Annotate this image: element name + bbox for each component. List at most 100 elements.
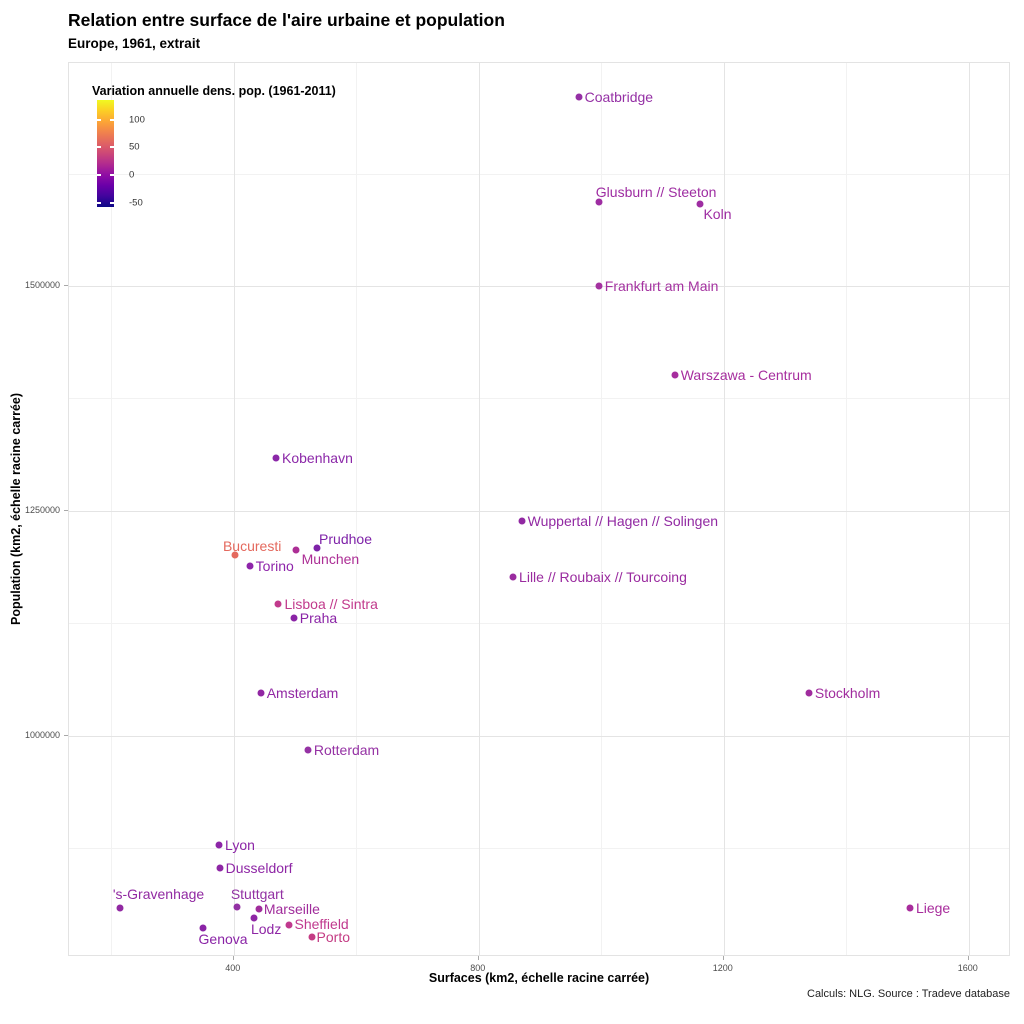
point-label-koln: Koln xyxy=(703,206,732,223)
data-point-liege xyxy=(906,904,914,912)
point-label-genova: Genova xyxy=(198,931,248,948)
point-label-porto: Porto xyxy=(316,929,350,946)
point-label-glusburn-steeton: Glusburn // Steeton xyxy=(595,184,717,201)
point-label-rotterdam: Rotterdam xyxy=(313,742,380,759)
data-point-sheffield xyxy=(285,921,293,929)
gridline-minor-h xyxy=(69,848,1009,850)
x-tick-mark xyxy=(722,956,724,960)
plot-panel: Coatbridge Glusburn // Steeton Koln Frankfu… xyxy=(68,62,1010,956)
data-point-kobenhavn xyxy=(272,454,280,462)
data-point-wuppertal-hagen-solingen xyxy=(518,517,526,525)
data-point-lodz xyxy=(250,914,258,922)
x-tick-mark xyxy=(477,956,479,960)
legend-tick-label: -50 xyxy=(129,197,143,209)
data-point-lille-roubaix-tourcoing xyxy=(509,573,517,581)
legend-tick-dash xyxy=(110,202,114,205)
point-label-wuppertal-hagen-solingen: Wuppertal // Hagen // Solingen xyxy=(527,512,719,529)
x-tick-mark xyxy=(232,956,234,960)
point-label-warszawa-centrum: Warszawa - Centrum xyxy=(680,367,812,384)
point-label-lyon: Lyon xyxy=(225,837,255,854)
y-tick-label: 1000000 xyxy=(24,729,60,740)
legend-tick-label: 0 xyxy=(129,169,135,181)
point-label-praha: Praha xyxy=(299,609,338,626)
data-point-munchen xyxy=(292,546,300,554)
data-point-glusburn-steeton xyxy=(595,198,603,206)
data-point-warszawa-centrum xyxy=(671,371,679,379)
y-tick-mark xyxy=(64,734,68,736)
data-point-prudhoe xyxy=(313,544,321,552)
y-tick-mark xyxy=(64,509,68,511)
data-point-praha xyxy=(290,614,298,622)
point-label-lisboa-sintra: Lisboa // Sintra xyxy=(284,595,378,612)
x-tick-label: 1600 xyxy=(957,963,978,973)
gridline-major-v xyxy=(233,63,235,955)
gridline-minor-v xyxy=(356,63,358,955)
gridline-major-h xyxy=(69,510,1009,512)
data-point-rotterdam xyxy=(304,746,312,754)
point-label-stuttgart: Stuttgart xyxy=(230,885,284,902)
data-point-amsterdam xyxy=(257,689,265,697)
data-point-lisboa-sintra xyxy=(274,600,282,608)
chart-subtitle: Europe, 1961, extrait xyxy=(68,36,201,51)
legend-tick-dash xyxy=(97,174,101,177)
gridline-minor-h xyxy=(69,623,1009,625)
gridline-major-h xyxy=(69,735,1009,737)
legend-title: Variation annuelle dens. pop. (1961-2011… xyxy=(92,84,336,98)
point-label-kobenhavn: Kobenhavn xyxy=(282,449,353,466)
y-tick-mark xyxy=(64,285,68,287)
x-tick-label: 800 xyxy=(470,963,486,973)
point-label-munchen: Munchen xyxy=(301,550,360,567)
data-point-koln xyxy=(696,200,704,208)
chart-title: Relation entre surface de l'aire urbaine… xyxy=(68,10,505,30)
gridline-major-v xyxy=(478,63,480,955)
point-label-frankfurt-am-main: Frankfurt am Main xyxy=(604,278,719,295)
legend-tick-dash xyxy=(110,118,114,121)
gridline-minor-v xyxy=(111,63,113,955)
y-tick-label: 1500000 xyxy=(24,280,60,291)
point-label-amsterdam: Amsterdam xyxy=(266,685,339,702)
data-point-porto xyxy=(308,933,316,941)
gridline-minor-v xyxy=(601,63,603,955)
data-point-stockholm xyxy=(805,689,813,697)
legend-tick-dash xyxy=(97,118,101,121)
point-label-dusseldorf: Dusseldorf xyxy=(225,859,293,876)
point-label-marseille: Marseille xyxy=(263,901,320,918)
point-label-bucuresti: Bucuresti xyxy=(222,537,282,554)
y-tick-label: 1250000 xyxy=(24,504,60,515)
point-label-liege: Liege xyxy=(915,899,951,916)
y-axis-title: Population (km2, échelle racine carrée) xyxy=(9,392,23,626)
gridline-major-h xyxy=(69,286,1009,288)
gridline-minor-h xyxy=(69,398,1009,400)
x-axis-title: Surfaces (km2, échelle racine carrée) xyxy=(428,971,650,985)
x-tick-label: 400 xyxy=(225,963,241,973)
point-label-s-gravenhage: 's-Gravenhage xyxy=(112,885,205,902)
legend-tick-dash xyxy=(110,174,114,177)
legend-colorbar xyxy=(97,100,114,207)
data-point-coatbridge xyxy=(575,93,583,101)
legend-tick-label: 100 xyxy=(129,114,145,125)
point-label-stockholm: Stockholm xyxy=(814,685,881,702)
point-label-sheffield: Sheffield xyxy=(294,915,349,932)
legend-tick-dash xyxy=(97,202,101,205)
point-label-lodz: Lodz xyxy=(250,921,282,938)
point-label-coatbridge: Coatbridge xyxy=(584,89,654,106)
data-point-genova xyxy=(199,924,207,932)
data-point-torino xyxy=(246,562,254,570)
source-caption: Calculs: NLG. Source : Tradeve database xyxy=(807,988,1010,1000)
data-point-frankfurt-am-main xyxy=(595,282,603,290)
legend-tick-dash xyxy=(97,146,101,149)
point-label-prudhoe: Prudhoe xyxy=(319,530,372,547)
legend-tick-dash xyxy=(110,146,114,149)
gridline-minor-h xyxy=(69,173,1009,175)
data-point-stuttgart xyxy=(233,903,241,911)
data-point-bucuresti xyxy=(231,551,239,559)
point-label-torino: Torino xyxy=(255,557,294,574)
x-tick-label: 1200 xyxy=(712,963,733,973)
gridline-major-v xyxy=(723,63,725,955)
data-point-lyon xyxy=(215,841,223,849)
x-tick-mark xyxy=(967,956,969,960)
gridline-major-v xyxy=(968,63,970,955)
gridline-minor-v xyxy=(846,63,848,955)
data-point-s-gravenhage xyxy=(116,904,124,912)
